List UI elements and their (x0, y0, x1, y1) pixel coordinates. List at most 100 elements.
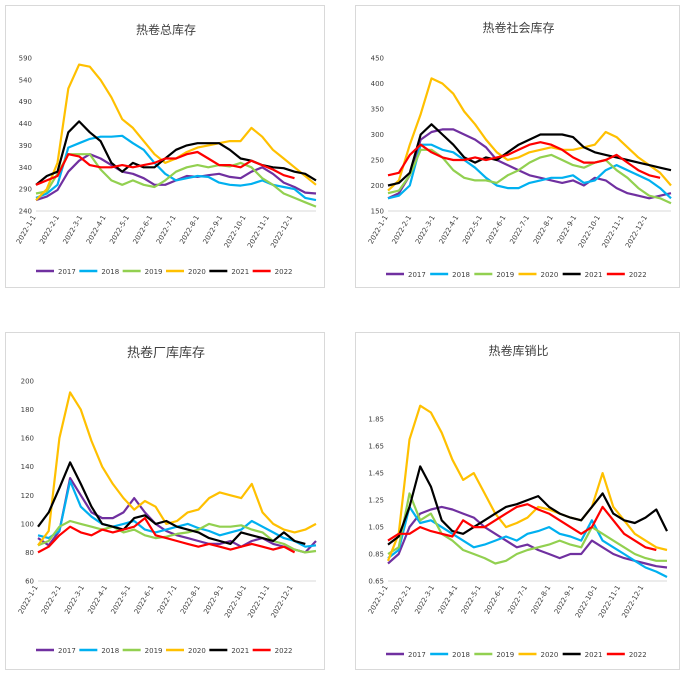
x-tick-label: 2022-9-1 (202, 214, 225, 246)
x-tick-label: 2022-8-1 (179, 584, 202, 616)
y-tick-label: 250 (371, 157, 384, 165)
x-tick-label: 2022-4-1 (438, 214, 461, 246)
chart-panel-inventory-sales-ratio: 热卷库销比 0.65 0.85 1.05 1.25 1.45 1.65 1.85 2022-1-… (355, 332, 680, 670)
y-tick-label: 1.65 (368, 443, 384, 451)
x-tick-label: 2022-10-1 (223, 584, 248, 619)
series-line-2017 (387, 128, 672, 200)
x-tick-label: 2022-4-1 (86, 584, 109, 616)
chart-title: 热卷社会库存 (482, 20, 554, 35)
y-tick-label: 240 (19, 208, 32, 216)
legend-label: 2017 (58, 647, 76, 655)
x-tick-label: 2022-11-1 (597, 584, 622, 619)
y-tick-label: 80 (25, 549, 34, 557)
legend-label: 2020 (188, 647, 206, 655)
x-tick-label: 2022-1-1 (367, 584, 390, 616)
y-tick-label: 490 (19, 98, 32, 106)
y-tick-label: 590 (19, 55, 32, 63)
legend-label: 2018 (101, 647, 119, 655)
x-tick-label: 2022-4-1 (437, 584, 460, 616)
series-line-2020 (386, 404, 668, 562)
x-tick-label: 2022-12-1 (269, 214, 294, 249)
x-tick-label: 2022-3-1 (62, 214, 85, 246)
legend-label: 2017 (408, 651, 426, 659)
series-line-2018 (387, 143, 672, 200)
legend-label: 2021 (231, 647, 249, 655)
series-line-2022 (35, 150, 295, 186)
x-tick-label: 2022-8-1 (530, 584, 553, 616)
legend-label: 2018 (101, 268, 119, 276)
x-tick-label: 2022-7-1 (156, 584, 179, 616)
x-tick-label: 2022-9-1 (556, 214, 579, 246)
x-tick-label: 2022-8-1 (532, 214, 555, 246)
y-tick-label: 1.45 (368, 470, 384, 478)
y-tick-label: 340 (19, 164, 32, 172)
legend-label: 2018 (452, 651, 470, 659)
x-tick-label: 2022-9-1 (202, 584, 225, 616)
x-tick-label: 2022-11-1 (246, 584, 271, 619)
x-tick-label: 2022-7-1 (508, 214, 531, 246)
series-line-2019 (35, 153, 317, 208)
x-tick-label: 2022-2-1 (38, 214, 61, 246)
series-line-2017 (35, 153, 317, 202)
chart-panel-total-inventory: 热卷总库存 240 290 340 390 440 490 540 590 2022-1-1 202… (5, 5, 325, 288)
x-tick-label: 2022-6-1 (485, 214, 508, 246)
x-tick-label: 2022-9-1 (553, 584, 576, 616)
y-tick-label: 60 (25, 578, 34, 586)
x-tick-label: 2022-5-1 (108, 214, 131, 246)
y-tick-label: 350 (371, 106, 384, 114)
x-tick-label: 2022-6-1 (133, 584, 156, 616)
series-line-2019 (387, 492, 667, 565)
y-tick-label: 1.05 (368, 524, 384, 532)
y-tick-label: 160 (21, 435, 34, 443)
chart-panel-factory-inventory: 热卷厂库库存 60 80 100 120 140 160 180 200 2022-1-1 2022… (5, 332, 325, 670)
legend-label: 2022 (275, 268, 293, 276)
y-tick-label: 0.65 (368, 578, 384, 586)
chart-title: 热卷库销比 (488, 343, 548, 358)
series-line-2017 (37, 477, 317, 554)
series-line-2019 (387, 148, 672, 205)
x-tick-label: 2022-6-1 (483, 584, 506, 616)
y-tick-label: 440 (19, 120, 32, 128)
x-tick-label: 2022-3-1 (413, 584, 436, 616)
x-tick-label: 2022-12-1 (624, 214, 649, 249)
legend-label: 2021 (231, 268, 249, 276)
x-tick-label: 2022-1-1 (367, 214, 390, 246)
x-tick-label: 2022-5-1 (461, 214, 484, 246)
series-line-2021 (35, 120, 317, 186)
y-tick-label: 1.85 (368, 416, 384, 424)
x-tick-label: 2022-12-1 (270, 584, 295, 619)
series-line-2022 (387, 141, 661, 179)
legend-label: 2019 (145, 647, 163, 655)
x-tick-label: 2022-2-1 (390, 214, 413, 246)
legend-label: 2019 (145, 268, 163, 276)
chart-title: 热卷总库存 (136, 22, 196, 37)
series-line-2022 (387, 503, 657, 552)
y-tick-label: 200 (21, 378, 34, 386)
y-tick-label: 150 (371, 208, 384, 216)
x-tick-label: 2022-4-1 (85, 214, 108, 246)
x-tick-label: 2022-2-1 (40, 584, 63, 616)
legend-label: 2020 (541, 271, 559, 279)
legend-label: 2022 (629, 271, 647, 279)
legend-label: 2019 (496, 271, 514, 279)
y-tick-label: 300 (371, 131, 384, 139)
x-tick-label: 2022-7-1 (155, 214, 178, 246)
y-tick-label: 0.85 (368, 551, 384, 559)
x-tick-label: 2022-1-1 (17, 584, 40, 616)
legend-label: 2017 (58, 268, 76, 276)
series-line-2021 (37, 461, 306, 545)
y-tick-label: 200 (371, 182, 384, 190)
legend-label: 2019 (496, 651, 514, 659)
x-tick-label: 2022-3-1 (414, 214, 437, 246)
series-line-2020 (37, 391, 317, 546)
legend-label: 2021 (585, 271, 603, 279)
series-line-2019 (37, 519, 317, 554)
y-tick-label: 100 (21, 520, 34, 528)
x-tick-label: 2022-12-1 (620, 584, 645, 619)
x-tick-label: 2022-10-1 (577, 214, 602, 249)
x-tick-label: 2022-8-1 (178, 214, 201, 246)
series-line-2020 (387, 77, 672, 192)
